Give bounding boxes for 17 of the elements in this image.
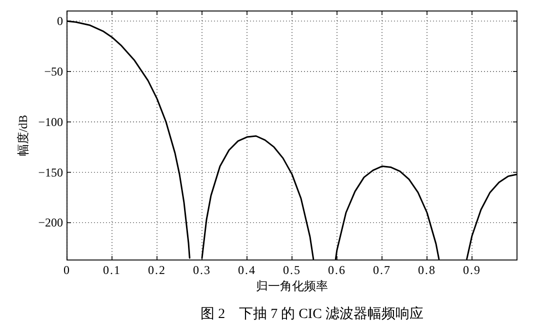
x-tick-label: 0.7: [373, 263, 391, 277]
y-tick-label: −50: [44, 64, 63, 78]
x-tick-label: 0.5: [283, 263, 301, 277]
x-tick-label: 0.8: [418, 263, 436, 277]
y-axis-title: 幅度/dB: [16, 114, 30, 156]
x-tick-label: 0.1: [103, 263, 121, 277]
y-tick-label: 0: [57, 14, 63, 28]
x-tick-label: 0.4: [238, 263, 256, 277]
y-tick-label: −200: [38, 216, 63, 230]
x-tick-label: 0.9: [463, 263, 481, 277]
x-tick-label: 0.3: [193, 263, 211, 277]
y-tick-label: −100: [38, 114, 63, 129]
text: 图 2 下抽 7 的 CIC 滤波器幅频响应: [200, 306, 424, 322]
x-axis-title: 归一角化频率: [256, 279, 328, 293]
x-tick-label: 0.2: [148, 263, 166, 277]
y-tick-label: −150: [38, 165, 63, 180]
x-tick-label: 0.6: [328, 263, 346, 277]
